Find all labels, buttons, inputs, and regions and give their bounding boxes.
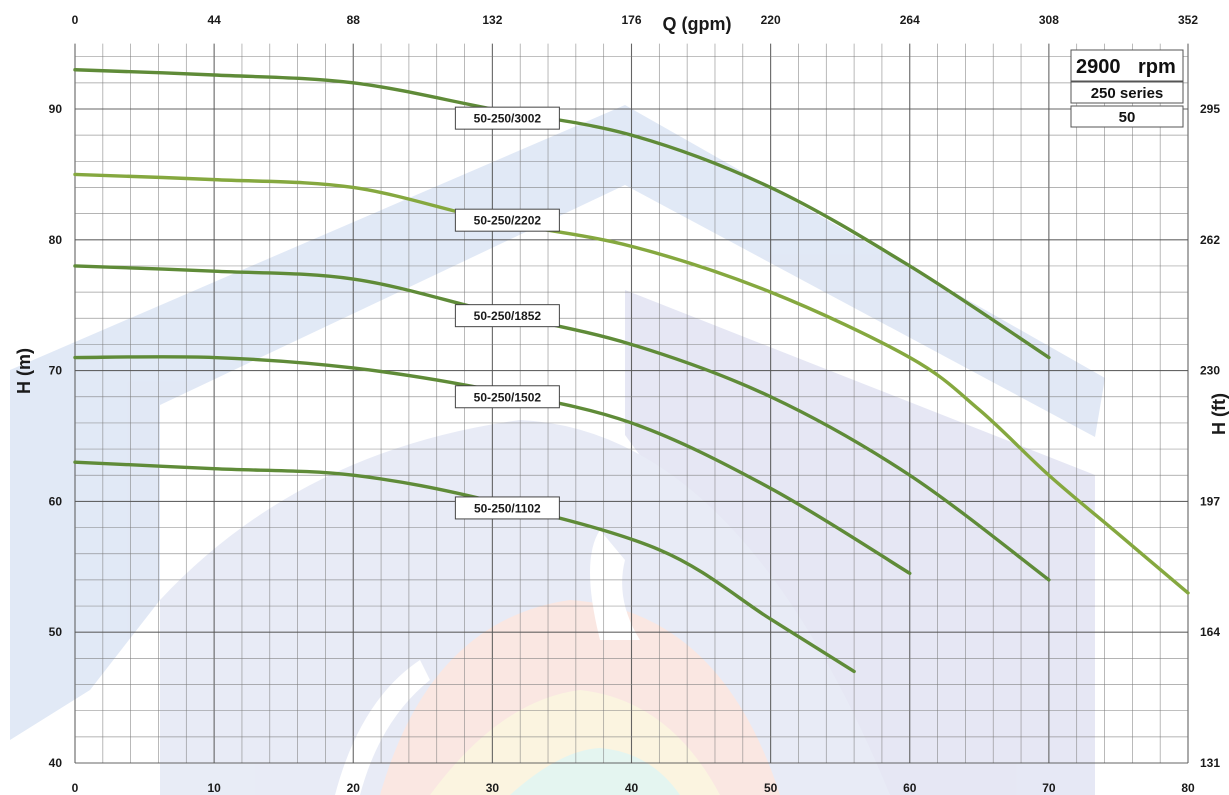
speed-value: 2900	[1076, 56, 1121, 78]
series-line	[73, 172, 1190, 595]
curve-label-box	[454, 385, 560, 409]
x-bottom-tick-label: 50	[764, 781, 778, 795]
x-bottom-tick-label: 0	[72, 781, 79, 795]
right-axis-title: H (ft)	[1209, 393, 1229, 435]
series-line	[73, 68, 1051, 360]
curve-label: 50-250/1852	[474, 309, 542, 323]
curve-label-box	[454, 496, 560, 520]
chart-grid	[74, 43, 1189, 764]
x-top-tick-label: 0	[72, 13, 79, 27]
curve-label: 50-250/2202	[474, 214, 542, 228]
curve-label: 50-250/3002	[474, 112, 542, 126]
watermark-logo	[10, 105, 1105, 795]
x-bottom-tick-label: 60	[903, 781, 917, 795]
x-top-tick-label: 308	[1039, 13, 1059, 27]
y-left-tick-label: 60	[49, 494, 63, 508]
x-top-tick-label: 352	[1178, 13, 1198, 27]
y-left-tick-label: 40	[49, 756, 63, 770]
x-bottom-tick-label: 20	[347, 781, 361, 795]
x-top-tick-label: 88	[347, 13, 361, 27]
y-right-tick-label: 131	[1200, 756, 1220, 770]
x-top-tick-label: 176	[621, 13, 641, 27]
y-right-tick-label: 197	[1200, 494, 1220, 508]
curve-labels: 50-250/3002 50-250/2202 50-250/1852 50-250/…	[454, 106, 560, 520]
series-name: 250 series	[1091, 85, 1164, 102]
frequency-value: 50	[1119, 109, 1136, 126]
curve-label-box	[454, 208, 560, 232]
series-line	[73, 264, 1051, 582]
left-axis-title: H (m)	[14, 348, 34, 394]
curve-label-box	[454, 106, 560, 130]
x-bottom-tick-label: 30	[486, 781, 500, 795]
x-top-tick-label: 44	[207, 13, 221, 27]
x-bottom-tick-label: 80	[1181, 781, 1195, 795]
x-top-tick-label: 220	[761, 13, 781, 27]
chart-axes: 0 10 20 30 40 50 60 70 80 0 44 88 132 176 220 264 308 352…	[49, 13, 1221, 795]
y-right-tick-label: 262	[1200, 233, 1220, 247]
x-top-tick-label: 132	[482, 13, 502, 27]
info-box: 2900 rpm 250 series 50	[1070, 49, 1184, 128]
x-bottom-tick-label: 40	[625, 781, 639, 795]
y-right-tick-label: 230	[1200, 364, 1220, 378]
x-top-tick-label: 264	[900, 13, 920, 27]
x-bottom-tick-label: 70	[1042, 781, 1056, 795]
curve-label: 50-250/1502	[474, 390, 542, 404]
y-left-tick-label: 50	[49, 625, 63, 639]
curve-label: 50-250/1102	[474, 501, 541, 515]
y-left-tick-label: 90	[49, 102, 63, 116]
speed-unit: rpm	[1138, 56, 1176, 78]
x-bottom-tick-label: 10	[207, 781, 221, 795]
y-right-tick-label: 164	[1200, 625, 1220, 639]
curve-label-box	[454, 304, 560, 328]
top-axis-title: Q (gpm)	[663, 14, 732, 34]
y-left-tick-label: 70	[49, 364, 63, 378]
y-left-tick-label: 80	[49, 233, 63, 247]
y-right-tick-label: 295	[1200, 102, 1220, 116]
